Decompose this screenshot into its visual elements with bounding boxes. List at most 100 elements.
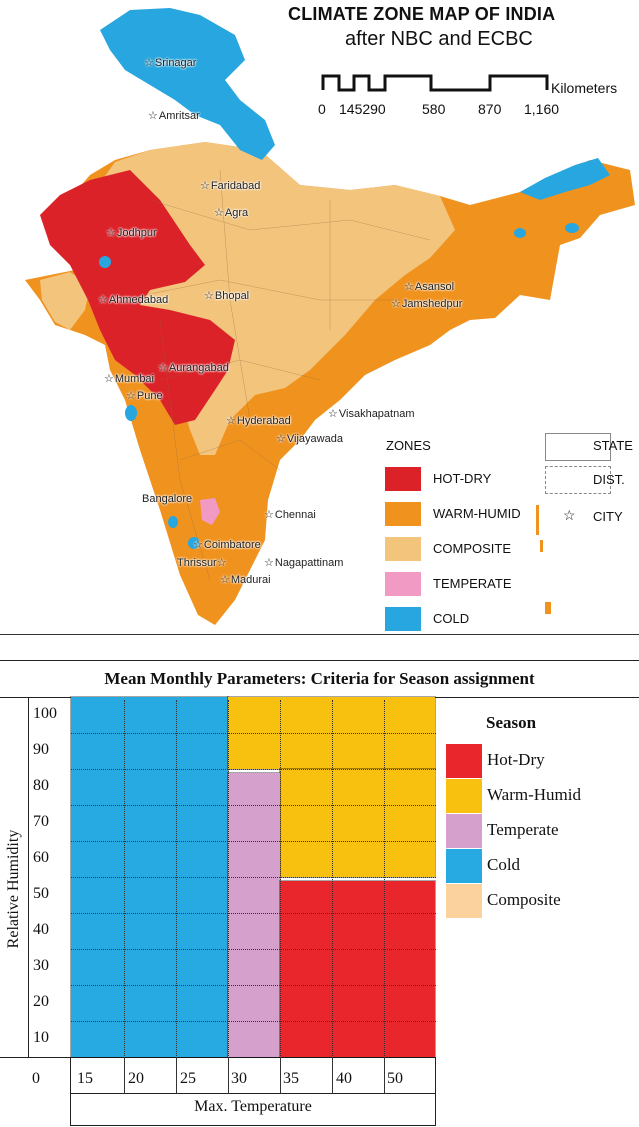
zone-swatch <box>385 467 421 491</box>
zones-heading: ZONES <box>386 438 431 453</box>
xlabel-rule <box>70 1093 436 1094</box>
x-tick-label: 15 <box>77 1070 93 1087</box>
climate-zone-map: CLIMATE ZONE MAP OF INDIA after NBC and … <box>25 4 635 633</box>
city-label: ☆Faridabad <box>200 180 261 192</box>
city-label: ☆Jamshedpur <box>391 298 463 310</box>
y-tick-label: 70 <box>33 813 49 830</box>
star-icon: ☆ <box>193 539 203 551</box>
x-axis-top-rule <box>0 1057 436 1058</box>
city-label: ☆Chennai <box>264 509 316 521</box>
gridline-vertical <box>332 1057 333 1093</box>
district-boundary-swatch <box>545 466 611 494</box>
scale-label: 580 <box>422 101 446 117</box>
gridline-vertical <box>384 1057 385 1093</box>
gridline-vertical <box>332 700 333 1092</box>
star-icon: ☆ <box>98 294 108 306</box>
scale-unit: Kilometers <box>551 80 618 96</box>
gridline-horizontal <box>71 769 436 770</box>
city-label: ☆Amritsar <box>148 110 200 122</box>
star-icon: ☆ <box>264 557 274 569</box>
city-label: ☆Bhopal <box>204 290 250 302</box>
x-tick-label: 0 <box>32 1070 40 1087</box>
gridline-horizontal <box>71 1021 436 1022</box>
gridline-horizontal <box>71 805 436 806</box>
x-tick-label: 25 <box>180 1070 196 1087</box>
y-tick-label: 20 <box>33 993 49 1010</box>
season-label: Temperate <box>487 820 559 839</box>
city-label: ☆Madurai <box>220 574 271 586</box>
gridline-vertical <box>280 700 281 1092</box>
city-label: ☆Jodhpur <box>106 227 157 239</box>
scale-bar <box>321 74 549 92</box>
x-tick-label: 35 <box>283 1070 299 1087</box>
y-tick-label: 100 <box>33 705 57 722</box>
star-icon: ☆ <box>148 110 158 122</box>
zone-legend-item: WARM-HUMID <box>385 502 635 528</box>
season-swatch <box>446 849 482 883</box>
x-tick-label: 20 <box>128 1070 144 1087</box>
y-tick-label: 80 <box>33 777 49 794</box>
table-top-rule <box>0 660 639 661</box>
city-label: ☆Nagapattinam <box>264 557 344 569</box>
zone-legend-item: TEMPERATE <box>385 572 635 598</box>
star-icon: ☆ <box>391 298 401 310</box>
star-icon: ☆ <box>216 557 227 569</box>
star-icon: ☆ <box>328 408 338 420</box>
zone-swatch <box>385 607 421 631</box>
gridline-horizontal <box>71 841 436 842</box>
city-label: ☆Visakhapatnam <box>328 408 415 420</box>
india-map-graphic <box>25 8 635 625</box>
city-label: ☆Hyderabad <box>226 415 291 427</box>
gridline-horizontal <box>71 733 436 734</box>
star-icon: ☆ <box>158 362 168 374</box>
star-icon: ☆ <box>126 390 136 402</box>
zone-swatch <box>385 502 421 526</box>
y-tick-label: 30 <box>33 957 49 974</box>
y-tick-label: 60 <box>33 849 49 866</box>
city-label: ☆Vijayawada <box>276 433 343 445</box>
zone-label: HOT-DRY <box>433 471 492 486</box>
season-label: Cold <box>487 855 521 874</box>
zone-label: COMPOSITE <box>433 541 512 556</box>
zone-temperate-region <box>200 498 220 525</box>
section-divider <box>0 634 639 635</box>
gridline-vertical <box>124 700 125 1092</box>
season-region-temperate <box>227 771 281 1058</box>
star-icon: ☆ <box>200 180 210 192</box>
x-tick-label: 30 <box>231 1070 247 1087</box>
gridline-vertical <box>176 700 177 1092</box>
season-swatch <box>446 744 482 778</box>
scale-label: 0 <box>318 101 326 117</box>
star-icon: ☆ <box>214 207 224 219</box>
star-icon: ☆ <box>106 227 116 239</box>
zone-swatch <box>385 537 421 561</box>
season-region-hot-dry <box>279 879 436 1058</box>
zone-legend-item: COMPOSITE <box>385 537 635 563</box>
star-icon: ☆ <box>226 415 236 427</box>
city-star-icon: ☆ <box>563 507 576 523</box>
y-tick-label: 50 <box>33 885 49 902</box>
gridline-horizontal <box>71 877 436 878</box>
x-axis-label: Max. Temperature <box>194 1098 312 1115</box>
season-legend-title: Season <box>486 713 537 732</box>
x-axis-right-rule <box>435 1057 436 1125</box>
gridline-vertical <box>228 700 229 1092</box>
chart-title: Mean Monthly Parameters: Criteria for Se… <box>104 669 535 688</box>
zone-label: TEMPERATE <box>433 576 512 591</box>
city-label: ☆Asansol <box>404 281 455 293</box>
gridline-vertical <box>228 1057 229 1093</box>
district-label: DIST. <box>593 472 625 487</box>
zone-swatch <box>385 572 421 596</box>
x-tick-label: 50 <box>387 1070 403 1087</box>
zone-legend-item: COLD <box>385 607 635 633</box>
city-legend-label: CITY <box>593 509 623 524</box>
y-tick-label: 40 <box>33 921 49 938</box>
gridline-horizontal <box>71 985 436 986</box>
season-label: Warm-Humid <box>487 785 581 804</box>
gridline-vertical <box>384 700 385 1092</box>
star-icon: ☆ <box>276 433 286 445</box>
city-label: ☆Mumbai <box>104 373 154 385</box>
zone-cold-northeast <box>520 158 610 200</box>
zone-cold-north <box>100 8 275 160</box>
y-tick-label: 10 <box>33 1029 49 1046</box>
